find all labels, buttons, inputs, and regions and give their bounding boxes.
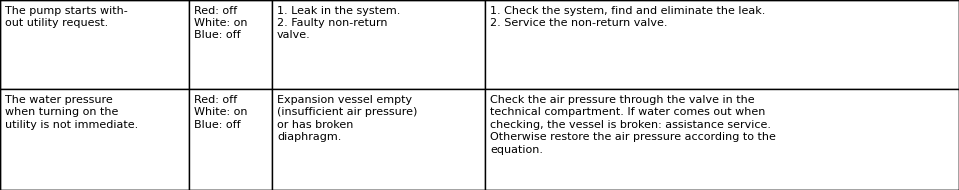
Bar [272,0,485,89]
Bar [189,0,272,89]
Text: 1. Check the system, find and eliminate the leak.
2. Service the non-return valv: 1. Check the system, find and eliminate … [490,6,765,28]
Text: Red: off
White: on
Blue: off: Red: off White: on Blue: off [194,6,247,40]
Text: Expansion vessel empty
(insufficient air pressure)
or has broken
diaphragm.: Expansion vessel empty (insufficient air… [277,95,417,142]
Text: Red: off
White: on
Blue: off: Red: off White: on Blue: off [194,95,247,130]
Bar [189,89,272,190]
Text: The pump starts with-
out utility request.: The pump starts with- out utility reques… [5,6,128,28]
Text: The water pressure
when turning on the
utility is not immediate.: The water pressure when turning on the u… [5,95,138,130]
Text: 1. Leak in the system.
2. Faulty non-return
valve.: 1. Leak in the system. 2. Faulty non-ret… [277,6,401,40]
Bar [0,89,189,190]
Bar [485,0,959,89]
Text: Check the air pressure through the valve in the
technical compartment. If water : Check the air pressure through the valve… [490,95,776,155]
Bar [485,89,959,190]
Bar [0,0,189,89]
Bar [272,89,485,190]
